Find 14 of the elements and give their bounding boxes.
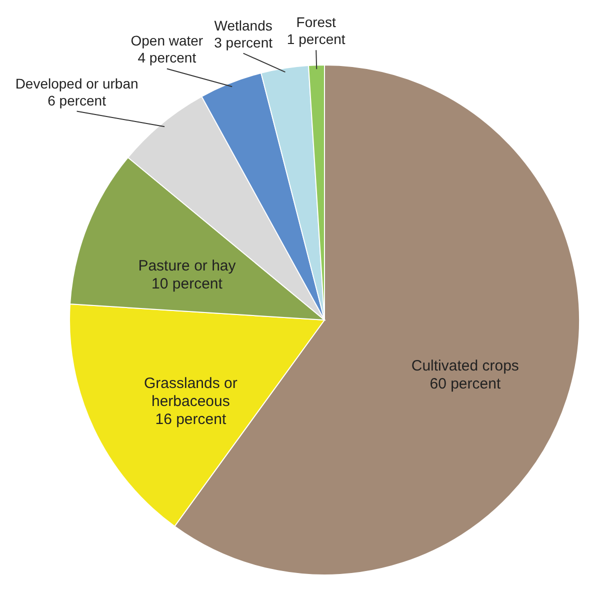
slice-label: Developed or urban — [15, 75, 138, 92]
data-label: 10 percent — [152, 276, 224, 293]
data-label: 4 percent — [138, 50, 196, 66]
data-label: 16 percent — [155, 410, 227, 428]
data-label: 6 percent — [48, 92, 106, 108]
data-label: 3 percent — [214, 34, 273, 50]
slice-label: Wetlands — [214, 17, 272, 34]
data-label: 60 percent — [430, 376, 502, 393]
slice-label: Cultivated crops — [411, 358, 519, 375]
slice-label: Grasslands or herbaceous — [144, 374, 238, 410]
slice-label: Forest — [296, 14, 336, 30]
slice-label: Open water — [130, 32, 204, 49]
data-label: 1 percent — [286, 31, 346, 48]
slice-label: Pasture or hay — [138, 258, 236, 275]
